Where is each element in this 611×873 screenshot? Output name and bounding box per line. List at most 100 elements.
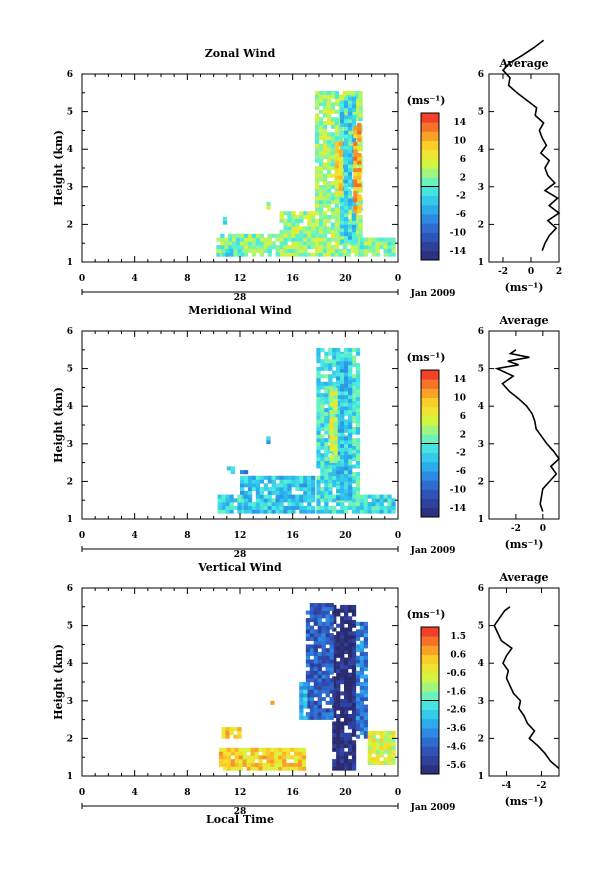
heatmap-cell bbox=[358, 117, 363, 122]
heatmap-cell bbox=[344, 473, 349, 478]
colorbar-segment bbox=[421, 443, 439, 454]
heatmap-cell bbox=[344, 372, 349, 377]
heatmap-cell bbox=[336, 646, 341, 651]
heatmap-cell bbox=[353, 145, 358, 150]
heatmap-cell bbox=[350, 90, 355, 95]
heatmap-cell bbox=[371, 730, 376, 735]
heatmap-cell bbox=[321, 625, 326, 630]
heatmap-cell bbox=[340, 130, 345, 135]
heatmap-cell bbox=[359, 727, 365, 732]
heatmap-cell bbox=[303, 241, 308, 246]
heatmap-cell bbox=[326, 203, 332, 208]
colorbar-tick-label: -10 bbox=[450, 485, 466, 495]
heatmap-cell bbox=[295, 248, 300, 253]
heatmap-cell bbox=[367, 753, 372, 758]
heatmap-cell bbox=[321, 640, 326, 645]
heatmap-cell bbox=[305, 663, 311, 668]
heatmap-cell bbox=[330, 248, 336, 253]
x-tick-label: 0 bbox=[395, 788, 401, 798]
heatmap-cell bbox=[344, 379, 349, 384]
heatmap-cell bbox=[279, 252, 284, 257]
heatmap-cell bbox=[293, 747, 299, 752]
heatmap-cell bbox=[255, 498, 261, 503]
heatmap-cell bbox=[347, 171, 353, 176]
heatmap-cell bbox=[355, 404, 361, 409]
heatmap-cell bbox=[332, 464, 337, 469]
heatmap-cell bbox=[232, 245, 237, 250]
heatmap-cell bbox=[325, 659, 330, 664]
heatmap-cell bbox=[316, 347, 321, 352]
heatmap-cell bbox=[287, 494, 292, 499]
heatmap-cell bbox=[351, 355, 357, 360]
heatmap-cell bbox=[246, 755, 251, 760]
colorbar-segment bbox=[421, 507, 439, 518]
heatmap-cell bbox=[326, 245, 332, 250]
heatmap-cell bbox=[347, 759, 353, 764]
heatmap-cell bbox=[303, 475, 308, 480]
heatmap-cell bbox=[287, 222, 292, 227]
heatmap-cell bbox=[351, 220, 357, 225]
heatmap-cell bbox=[315, 184, 320, 189]
heatmap-cell bbox=[275, 490, 280, 495]
heatmap-cell bbox=[351, 137, 357, 142]
x-tick-label: 12 bbox=[234, 274, 247, 284]
heatmap-cell bbox=[287, 490, 292, 495]
heatmap-cell bbox=[247, 237, 253, 242]
heatmap-cell bbox=[259, 241, 264, 246]
average-y-tick-label: 3 bbox=[478, 697, 484, 707]
heatmap-cell bbox=[383, 245, 388, 250]
heatmap-cell bbox=[344, 436, 349, 441]
heatmap-cell bbox=[330, 237, 336, 242]
heatmap-cell bbox=[326, 98, 332, 103]
colorbar-segment bbox=[421, 737, 439, 747]
heatmap-cell bbox=[305, 685, 311, 690]
heatmap-cell bbox=[353, 134, 358, 139]
average-frame bbox=[488, 330, 560, 520]
heatmap-cell bbox=[299, 505, 304, 510]
heatmap-cell bbox=[359, 640, 365, 645]
heatmap-cell bbox=[351, 400, 357, 405]
heatmap-cell bbox=[317, 603, 322, 608]
heatmap-cell bbox=[363, 693, 369, 698]
heatmap-cell bbox=[271, 509, 276, 514]
heatmap-cell bbox=[263, 237, 268, 242]
heatmap-cell bbox=[344, 194, 349, 199]
y-tick-label: 3 bbox=[67, 440, 73, 450]
heatmap-cell bbox=[229, 498, 234, 503]
heatmap-cell bbox=[255, 487, 261, 492]
heatmap-cell bbox=[324, 468, 329, 473]
colorbar-segment bbox=[421, 654, 439, 665]
heatmap-cell bbox=[334, 102, 340, 107]
heatmap-cell bbox=[315, 203, 320, 208]
heatmap-cell bbox=[354, 237, 359, 242]
heatmap-cell bbox=[321, 682, 326, 687]
heatmap-cell bbox=[255, 509, 261, 514]
heatmap-cell bbox=[347, 413, 353, 418]
heatmap-cell bbox=[355, 389, 361, 394]
heatmap-cell bbox=[379, 734, 384, 739]
heatmap-cell bbox=[329, 708, 334, 713]
heatmap-cell bbox=[375, 509, 380, 514]
heatmap-cell bbox=[315, 154, 320, 159]
heatmap-cell bbox=[255, 233, 261, 238]
heatmap-cell bbox=[357, 183, 362, 188]
heatmap-cell bbox=[305, 674, 311, 679]
heatmap-cell bbox=[340, 228, 345, 233]
heatmap-cell bbox=[379, 241, 384, 246]
heatmap-cell bbox=[336, 698, 341, 703]
heatmap-cell bbox=[271, 233, 276, 238]
heatmap-cell bbox=[340, 119, 345, 124]
heatmap-cell bbox=[363, 674, 369, 679]
heatmap-cell bbox=[316, 479, 321, 484]
heatmap-cell bbox=[315, 128, 320, 133]
heatmap-cell bbox=[351, 766, 357, 771]
colorbar-segment bbox=[421, 452, 439, 463]
heatmap-cell bbox=[336, 451, 341, 456]
heatmap-cell bbox=[255, 241, 261, 246]
heatmap-cell bbox=[326, 139, 332, 144]
heatmap-cell bbox=[319, 169, 324, 174]
heatmap-cell bbox=[320, 490, 325, 495]
heatmap-cell bbox=[233, 252, 238, 257]
heatmap-cell bbox=[271, 490, 276, 495]
heatmap-cell bbox=[351, 713, 357, 719]
